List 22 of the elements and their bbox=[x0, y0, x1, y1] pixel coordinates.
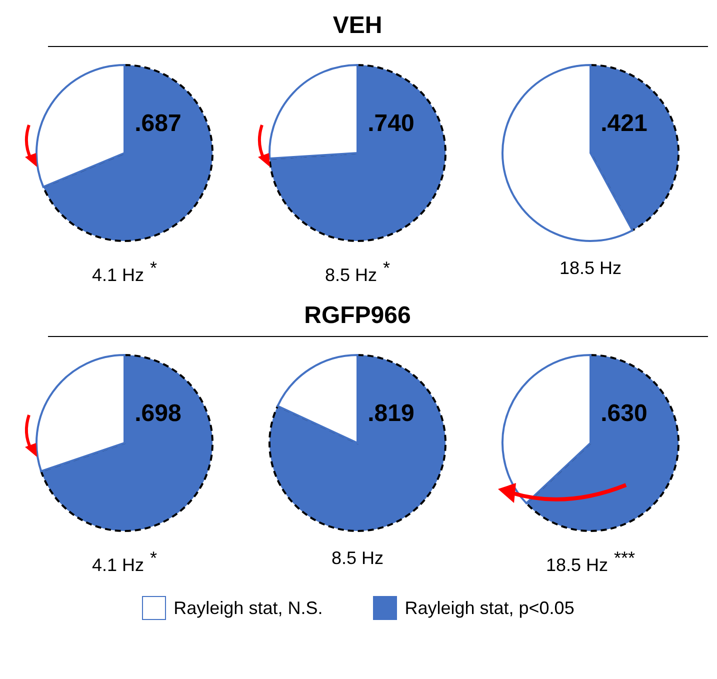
data-label: .819 bbox=[368, 400, 414, 428]
data-label: .421 bbox=[600, 110, 648, 138]
text: * bbox=[150, 548, 158, 568]
text: 8.5 Hz bbox=[324, 265, 377, 285]
data-label: .698 bbox=[134, 400, 182, 428]
text: *** bbox=[614, 548, 636, 568]
text: 8.5 Hz bbox=[331, 548, 384, 568]
data-label: .687 bbox=[134, 110, 182, 138]
text: 18.5 Hz bbox=[559, 258, 622, 278]
data-label: .630 bbox=[600, 400, 648, 428]
text: 4.1 Hz bbox=[92, 265, 144, 285]
legend-label: Rayleigh stat, p<0.05 bbox=[404, 598, 574, 618]
legend-label: Rayleigh stat, N.S. bbox=[174, 598, 323, 618]
pie-slice bbox=[268, 64, 446, 242]
text: * bbox=[383, 258, 390, 278]
chart-title: VEH bbox=[332, 12, 384, 40]
text: 18.5 Hz bbox=[546, 555, 608, 575]
text: * bbox=[150, 258, 158, 278]
chart-title: RGFP966 bbox=[303, 302, 412, 330]
pie-slice bbox=[268, 354, 446, 532]
text: 4.1 Hz bbox=[92, 555, 144, 575]
data-label: .740 bbox=[368, 110, 414, 138]
